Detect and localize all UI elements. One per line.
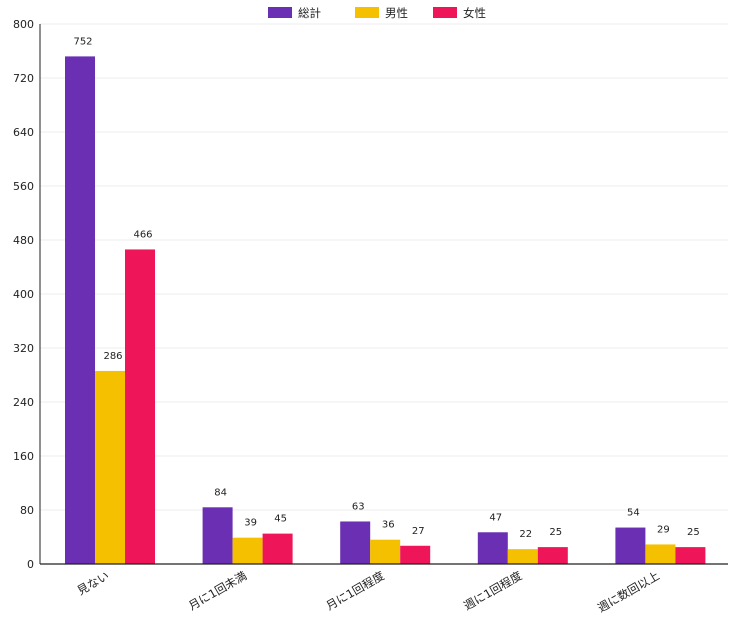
data-label: 29 <box>657 524 670 535</box>
legend-label: 女性 <box>463 6 486 20</box>
bar <box>675 547 706 564</box>
category-label: 月に1回程度 <box>324 568 388 613</box>
legend-label: 男性 <box>385 6 408 20</box>
y-tick-label: 480 <box>13 234 34 247</box>
bar <box>615 527 646 564</box>
bar <box>95 370 125 564</box>
category-label: 週に数回以上 <box>595 568 662 615</box>
legend-swatch <box>433 7 457 18</box>
data-label: 27 <box>412 526 425 537</box>
y-tick-label: 80 <box>20 504 34 517</box>
bar <box>645 544 676 564</box>
legend-label: 総計 <box>298 6 321 20</box>
bar <box>262 533 293 564</box>
bar <box>340 521 371 564</box>
y-tick-label: 400 <box>13 288 34 301</box>
data-label: 25 <box>687 527 700 538</box>
data-label: 45 <box>274 514 287 525</box>
legend: 総計 男性 女性 <box>268 6 486 20</box>
data-label: 466 <box>133 229 152 240</box>
y-tick-label: 640 <box>13 126 34 139</box>
data-label: 39 <box>244 518 257 529</box>
data-label: 63 <box>352 501 365 512</box>
data-label: 752 <box>73 36 92 47</box>
legend-swatch <box>355 7 379 18</box>
bar <box>507 549 538 564</box>
data-label: 84 <box>214 487 227 498</box>
data-label: 22 <box>519 529 532 540</box>
legend-swatch <box>268 7 292 18</box>
y-tick-label: 0 <box>27 558 34 571</box>
bar <box>65 56 95 565</box>
y-tick-label: 800 <box>13 18 34 31</box>
y-tick-label: 560 <box>13 180 34 193</box>
data-label: 54 <box>627 508 640 519</box>
data-label: 286 <box>103 351 122 362</box>
bar <box>400 545 431 564</box>
bar <box>125 249 155 564</box>
category-label: 見ない <box>75 568 112 597</box>
y-tick-label: 320 <box>13 342 34 355</box>
y-tick-label: 240 <box>13 396 34 409</box>
bar <box>477 532 508 564</box>
data-label: 47 <box>489 512 502 523</box>
bars: 752 286 466 84 39 45 63 36 27 47 22 25 54 29 25 <box>65 36 706 565</box>
category-label: 週に1回程度 <box>461 568 525 613</box>
y-tick-label: 160 <box>13 450 34 463</box>
bar <box>537 547 568 564</box>
bar <box>202 507 233 564</box>
y-tick-label: 720 <box>13 72 34 85</box>
category-label: 月に1回未満 <box>186 568 249 613</box>
data-label: 25 <box>549 527 562 538</box>
data-label: 36 <box>382 520 395 531</box>
bar <box>370 539 401 564</box>
bar <box>232 537 263 564</box>
